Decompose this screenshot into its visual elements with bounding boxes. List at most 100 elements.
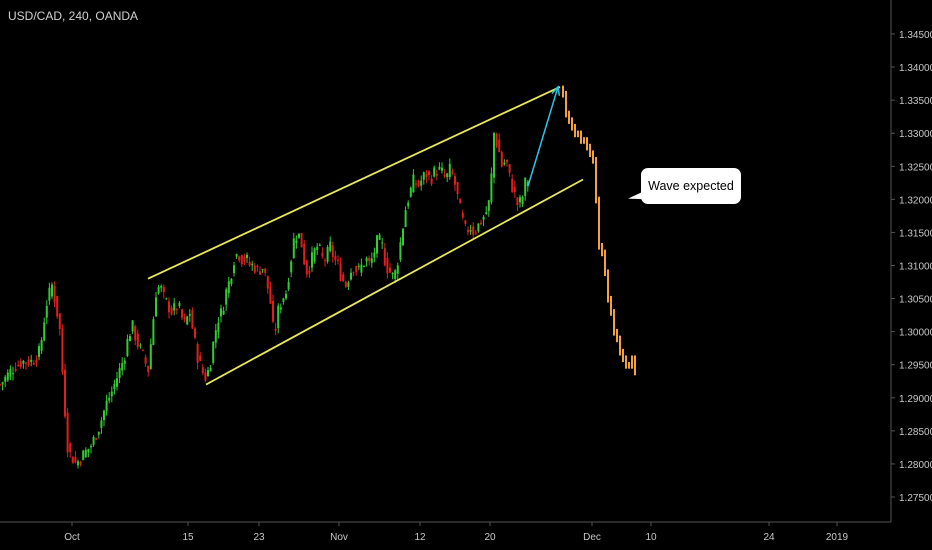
candle-body: [40, 340, 43, 351]
candle-body: [285, 293, 287, 299]
candle-body: [339, 263, 342, 281]
wave-expected-callout: Wave expected: [641, 168, 741, 204]
candle-body: [227, 281, 230, 294]
candle-body: [9, 369, 12, 377]
x-tick-label: 12: [414, 532, 426, 543]
candle-body: [43, 322, 46, 341]
candle-body: [71, 456, 74, 464]
candle-body: [157, 287, 160, 294]
candle-body: [482, 216, 485, 220]
candle-body: [329, 241, 332, 252]
projection-bar: [565, 90, 567, 118]
candle-body: [51, 284, 53, 297]
candle-body: [365, 257, 368, 262]
candle-body: [87, 448, 90, 453]
candle-body: [82, 450, 85, 461]
candle-body: [220, 308, 222, 317]
projection-bar: [589, 143, 591, 158]
candle-body: [292, 238, 295, 259]
candle-body: [25, 362, 27, 364]
candle-body: [378, 234, 381, 240]
projection-bar: [625, 355, 627, 369]
candle-body: [487, 200, 490, 212]
y-tick-label: 1.28500: [899, 427, 932, 438]
candle-body: [396, 265, 399, 274]
candle-body: [207, 370, 209, 377]
candle-body: [178, 303, 181, 306]
candle-body: [238, 256, 241, 261]
candle-body: [506, 159, 508, 163]
candle-body: [79, 462, 82, 465]
y-tick-label: 1.33500: [899, 96, 932, 107]
candle-body: [519, 197, 521, 203]
candle-body: [240, 255, 243, 265]
candle-body: [19, 361, 22, 368]
candle-body: [435, 173, 438, 176]
y-tick-label: 1.27500: [899, 493, 932, 504]
candle-body: [12, 373, 14, 375]
channel-lower-line: [205, 178, 584, 386]
candle-body: [116, 378, 118, 387]
projection-bar: [583, 137, 585, 144]
candle-body: [175, 308, 178, 310]
projection-bar: [586, 137, 588, 151]
arrow-shaft: [527, 86, 559, 187]
candle-body: [14, 368, 17, 371]
candle-body: [417, 180, 420, 187]
candle-body: [129, 336, 131, 342]
projection-bar: [574, 123, 576, 138]
candle-body: [181, 309, 183, 318]
candle-body: [493, 132, 495, 178]
candle-body: [222, 310, 225, 315]
candle-body: [490, 173, 493, 203]
candle-body: [311, 252, 313, 268]
candle-body: [108, 397, 111, 401]
candle-body: [316, 246, 319, 250]
candle-body: [357, 265, 360, 267]
candle-body: [266, 275, 269, 289]
candle-body: [97, 431, 100, 435]
candle-body: [472, 226, 475, 235]
candle-body: [139, 345, 142, 347]
candle-body: [485, 212, 488, 215]
candle-body: [69, 443, 72, 453]
candle-body: [430, 178, 433, 184]
candle-body: [524, 177, 527, 196]
candle-body: [118, 368, 121, 378]
candle-body: [516, 197, 519, 206]
candle-body: [441, 167, 443, 171]
y-tick-label: 1.32500: [899, 162, 932, 173]
candle-body: [105, 400, 108, 412]
candle-body: [300, 233, 303, 248]
candle-body: [246, 254, 248, 258]
candle-body: [201, 367, 204, 374]
candle-body: [136, 333, 139, 348]
projection-bar: [601, 243, 603, 257]
candle-body: [461, 212, 464, 218]
candle-body: [352, 272, 355, 274]
projection-bar: [616, 328, 618, 343]
candle-body: [144, 357, 147, 364]
candle-body: [230, 278, 233, 285]
candle-body: [326, 247, 329, 262]
candle-body: [17, 364, 20, 366]
candle-body: [84, 449, 87, 458]
candle-body: [103, 410, 105, 421]
candle-body: [235, 254, 238, 257]
candle-body: [217, 322, 220, 332]
candle-body: [155, 297, 157, 317]
candle-body: [277, 305, 280, 329]
candle-body: [134, 326, 137, 341]
x-tick-label: 20: [484, 532, 496, 543]
candle-body: [121, 363, 124, 371]
candle-body: [269, 286, 272, 304]
y-tick-label: 1.31500: [899, 228, 932, 239]
projection-bar: [628, 362, 630, 369]
candle-body: [35, 359, 38, 363]
candle-body: [370, 258, 373, 263]
candle-body: [160, 285, 163, 288]
candle-body: [66, 412, 69, 453]
candle-body: [498, 139, 501, 153]
candle-body: [110, 391, 113, 397]
